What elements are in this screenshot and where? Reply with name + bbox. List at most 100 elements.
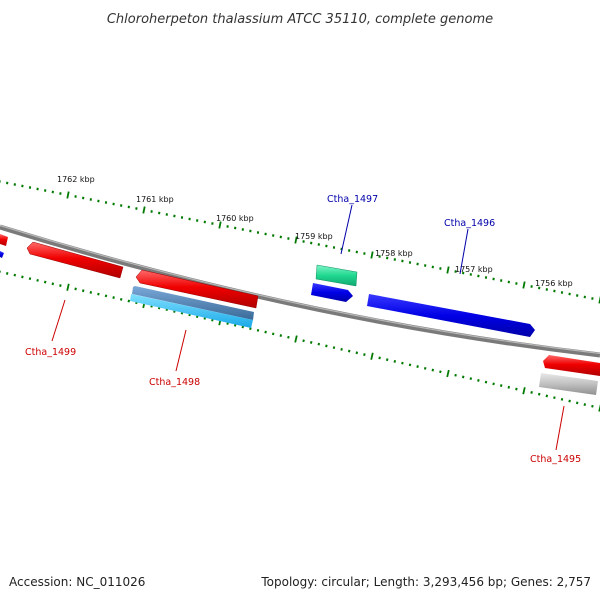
- inner-minor-tick: [287, 335, 290, 339]
- outer-major-tick: [370, 251, 374, 259]
- inner-tick-track: [0, 270, 600, 412]
- gene-feature-cyan[interactable]: [130, 294, 253, 328]
- inner-minor-tick: [355, 351, 359, 355]
- inner-minor-tick: [575, 401, 579, 405]
- outer-major-tick: [522, 281, 526, 289]
- inner-minor-tick: [21, 275, 24, 279]
- inner-minor-tick: [560, 397, 564, 401]
- inner-major-tick: [294, 335, 298, 343]
- outer-tick-track: [0, 180, 600, 304]
- inner-minor-tick: [347, 349, 351, 353]
- gene-feature-steel[interactable]: [132, 286, 254, 320]
- inner-minor-tick: [119, 297, 123, 301]
- leader-ctha-1498: [175, 329, 187, 372]
- inner-minor-tick: [363, 353, 366, 356]
- inner-minor-tick: [545, 394, 549, 398]
- gene-label-ctha-1495[interactable]: Ctha_1495: [530, 454, 581, 465]
- gene-feature-ctha-1496[interactable]: [367, 294, 535, 337]
- gene-label-ctha-1497[interactable]: Ctha_1497: [327, 194, 378, 205]
- map-title: Chloroherpeton thalassium ATCC 35110, co…: [107, 12, 493, 27]
- gene-feature-ctha-1497[interactable]: [315, 264, 358, 287]
- inner-major-tick: [598, 404, 600, 412]
- genome-summary-text: Topology: circular; Length: 3,293,456 bp…: [260, 575, 591, 589]
- gene-label-ctha-1496[interactable]: Ctha_1496: [444, 218, 495, 229]
- inner-minor-tick: [325, 344, 328, 348]
- inner-minor-tick: [89, 291, 93, 294]
- inner-minor-tick: [332, 346, 336, 350]
- inner-major-tick: [66, 283, 70, 291]
- inner-minor-tick: [484, 380, 488, 384]
- inner-minor-tick: [469, 377, 473, 381]
- gene-feature-blue-small[interactable]: [311, 283, 353, 302]
- inner-minor-tick: [51, 282, 55, 286]
- inner-major-tick: [446, 369, 450, 378]
- inner-minor-tick: [530, 391, 533, 394]
- tick-label-1759: 1759 kbp: [295, 232, 333, 241]
- inner-minor-tick: [59, 284, 62, 287]
- outer-major-tick: [446, 266, 450, 274]
- inner-minor-tick: [431, 368, 435, 372]
- gene-feature-ctha-1498[interactable]: [135, 269, 259, 309]
- inner-minor-tick: [507, 385, 511, 389]
- gene-feature-ctha-1499[interactable]: [26, 241, 124, 279]
- inner-minor-tick: [499, 384, 503, 387]
- inner-minor-tick: [385, 358, 389, 362]
- inner-minor-tick: [591, 404, 594, 408]
- gene-feature-edge-blue[interactable]: [0, 251, 4, 258]
- inner-minor-tick: [583, 403, 587, 406]
- tick-label-1757: 1757 kbp: [455, 265, 493, 274]
- tick-label-1758: 1758 kbp: [375, 249, 413, 258]
- inner-minor-tick: [256, 328, 260, 332]
- gene-feature-edge-red[interactable]: [0, 234, 8, 246]
- tick-label-1756: 1756 kbp: [535, 279, 573, 288]
- inner-minor-tick: [112, 296, 115, 300]
- inner-major-tick: [370, 352, 374, 360]
- inner-minor-tick: [36, 278, 39, 282]
- inner-minor-tick: [5, 272, 9, 275]
- leader-ctha-1499: [51, 299, 66, 342]
- outer-major-tick: [66, 191, 70, 199]
- inner-minor-tick: [537, 392, 541, 396]
- inner-minor-tick: [271, 332, 275, 336]
- inner-minor-tick: [515, 387, 518, 391]
- inner-minor-tick: [97, 292, 100, 296]
- inner-minor-tick: [127, 299, 131, 303]
- inner-minor-tick: [317, 342, 321, 346]
- inner-minor-tick: [74, 287, 77, 291]
- genome-backbone: [0, 224, 600, 358]
- tick-label-1761: 1761 kbp: [136, 195, 174, 204]
- tick-label-1760: 1760 kbp: [216, 214, 254, 223]
- inner-minor-tick: [279, 334, 283, 337]
- gene-label-ctha-1498[interactable]: Ctha_1498: [149, 377, 200, 388]
- gene-label-ctha-1499[interactable]: Ctha_1499: [25, 347, 76, 358]
- inner-minor-tick: [43, 280, 47, 284]
- inner-minor-tick: [416, 365, 419, 369]
- gene-feature-ctha-1495[interactable]: [543, 355, 600, 376]
- inner-minor-tick: [81, 289, 85, 293]
- inner-minor-tick: [302, 339, 305, 343]
- leader-ctha-1496: [459, 228, 469, 275]
- outer-major-tick: [218, 221, 222, 229]
- inner-minor-tick: [13, 273, 17, 277]
- tick-label-1762: 1762 kbp: [57, 175, 95, 184]
- inner-minor-tick: [309, 341, 313, 344]
- inner-minor-tick: [408, 363, 412, 367]
- leader-ctha-1495: [555, 405, 565, 451]
- inner-minor-tick: [393, 360, 397, 363]
- inner-minor-tick: [423, 366, 427, 370]
- gene-feature-gray[interactable]: [539, 373, 598, 395]
- inner-minor-tick: [104, 294, 108, 298]
- outer-major-tick: [142, 206, 146, 214]
- inner-minor-tick: [568, 399, 571, 403]
- inner-minor-tick: [492, 382, 495, 386]
- leader-ctha-1497: [340, 204, 353, 255]
- inner-minor-tick: [461, 375, 465, 379]
- genome-backbone-highlight: [0, 224, 600, 355]
- inner-minor-tick: [340, 347, 343, 351]
- inner-minor-tick: [477, 378, 480, 382]
- inner-minor-tick: [28, 277, 32, 281]
- inner-minor-tick: [439, 370, 442, 374]
- inner-minor-tick: [264, 330, 267, 334]
- outer-major-tick: [294, 236, 298, 244]
